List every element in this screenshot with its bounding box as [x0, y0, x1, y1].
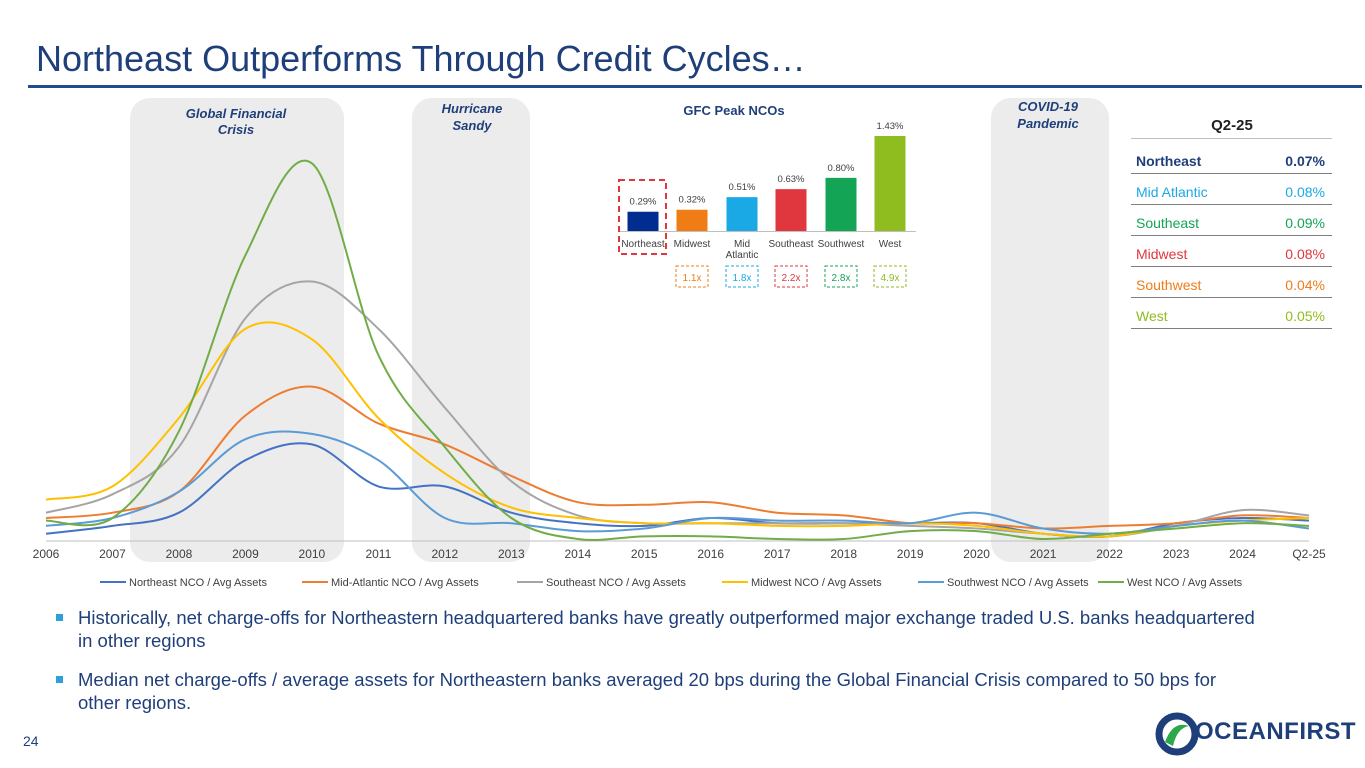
bar-category-label: Southwest [818, 239, 865, 250]
table-value: 0.08% [1285, 246, 1325, 262]
bar-4 [775, 189, 807, 231]
bar-chart-title: GFC Peak NCOs [683, 103, 784, 118]
x-tick-label: 2007 [99, 547, 126, 561]
logo-leaf-icon [1165, 724, 1189, 746]
bar-value-label: 0.51% [729, 182, 756, 193]
table-region-label: Southwest [1136, 277, 1201, 293]
table-value: 0.08% [1285, 184, 1325, 200]
legend-label: Mid-Atlantic NCO / Avg Assets [331, 577, 479, 589]
x-tick-label: 2012 [431, 547, 458, 561]
legend-label: Midwest NCO / Avg Assets [751, 577, 882, 589]
multiple-box [774, 265, 808, 288]
table-value: 0.09% [1285, 215, 1325, 231]
table-value: 0.07% [1285, 153, 1325, 169]
bar-6 [874, 136, 906, 231]
bullet-text-1: Historically, net charge-offs for Northe… [78, 607, 1255, 651]
multiple-label: 1.8x [733, 273, 752, 284]
x-tick-label: 2023 [1163, 547, 1190, 561]
series-line-2 [45, 385, 1310, 530]
x-tick-label: 2018 [830, 547, 857, 561]
bullet-square-icon [56, 676, 63, 683]
shaded-period-label: COVID-19 [1018, 99, 1079, 114]
bar-value-label: 0.29% [630, 197, 657, 208]
shaded-period-label: Global Financial [186, 106, 287, 121]
x-tick-label: 2015 [631, 547, 658, 561]
x-tick-label: 2014 [564, 547, 591, 561]
legend-label: Southwest NCO / Avg Assets [947, 577, 1089, 589]
shaded-period-label: Pandemic [1017, 116, 1079, 131]
legend-label: Southeast NCO / Avg Assets [546, 577, 686, 589]
bar-category-label: Northeast [621, 239, 665, 250]
bar-1 [627, 211, 659, 231]
bar-category-label: Southeast [768, 239, 813, 250]
shaded-period-label: Sandy [452, 118, 492, 133]
table-region-label: Southeast [1136, 215, 1199, 231]
x-tick-label: 2010 [299, 547, 326, 561]
northeast-highlight-box [618, 179, 667, 255]
x-tick-label: 2019 [897, 547, 924, 561]
x-tick-label: 2021 [1030, 547, 1057, 561]
table-region-label: Mid Atlantic [1136, 184, 1208, 200]
bar-3 [726, 197, 758, 231]
table-region-label: Midwest [1136, 246, 1187, 262]
series-line-6 [45, 159, 1310, 541]
x-tick-label: 2006 [33, 547, 60, 561]
table-region-label: West [1136, 308, 1168, 324]
x-tick-label: 2008 [166, 547, 193, 561]
table-value: 0.05% [1285, 308, 1325, 324]
oceanfirst-logo [1155, 712, 1199, 756]
series-line-4 [45, 321, 1310, 538]
shaded-period-label: Hurricane [442, 101, 503, 116]
bar-value-label: 0.63% [778, 174, 805, 185]
table-value: 0.04% [1285, 277, 1325, 293]
multiple-label: 4.9x [881, 273, 900, 284]
page-title: Northeast Outperforms Through Credit Cyc… [36, 38, 806, 79]
shaded-period-3 [991, 98, 1109, 562]
x-tick-label: 2013 [498, 547, 525, 561]
shaded-period-2 [412, 98, 530, 562]
bar-2 [676, 209, 708, 231]
multiple-label: 2.8x [832, 273, 851, 284]
bullet-item-1: Historically, net charge-offs for Northe… [56, 606, 1258, 652]
bar-5 [825, 177, 857, 231]
bar-category-label: Mid [734, 239, 750, 250]
x-tick-label: 2009 [232, 547, 259, 561]
x-tick-label: 2016 [697, 547, 724, 561]
multiple-label: 1.1x [683, 273, 702, 284]
bar-category-label: West [879, 239, 902, 250]
x-tick-label: 2024 [1229, 547, 1256, 561]
bar-value-label: 1.43% [877, 121, 904, 132]
legend-label: Northeast NCO / Avg Assets [129, 577, 267, 589]
title-divider [28, 85, 1362, 88]
multiple-box [725, 265, 759, 288]
shaded-period-label: Crisis [218, 122, 254, 137]
page-number: 24 [23, 733, 39, 749]
x-tick-label: 2011 [365, 547, 391, 561]
bullet-text-2: Median net charge-offs / average assets … [78, 669, 1217, 713]
multiple-box [824, 265, 858, 288]
bar-value-label: 0.80% [828, 163, 855, 174]
bar-value-label: 0.32% [679, 195, 706, 206]
multiple-box [675, 265, 709, 288]
x-tick-label: 2022 [1096, 547, 1123, 561]
table-title: Q2-25 [1211, 117, 1253, 134]
table-region-label: Northeast [1136, 153, 1202, 169]
multiple-box [873, 265, 907, 288]
bar-category-label: Midwest [674, 239, 711, 250]
logo-wordmark: OCEANFIRST [1195, 718, 1356, 745]
logo-ring-icon [1155, 712, 1199, 756]
legend-label: West NCO / Avg Assets [1127, 577, 1243, 589]
multiple-label: 2.2x [782, 273, 801, 284]
bar-category-label: Atlantic [726, 250, 759, 261]
bullet-item-2: Median net charge-offs / average assets … [56, 668, 1258, 714]
bullet-square-icon [56, 614, 63, 621]
x-tick-label: Q2-25 [1292, 547, 1326, 561]
x-tick-label: 2020 [963, 547, 990, 561]
x-tick-label: 2017 [764, 547, 791, 561]
